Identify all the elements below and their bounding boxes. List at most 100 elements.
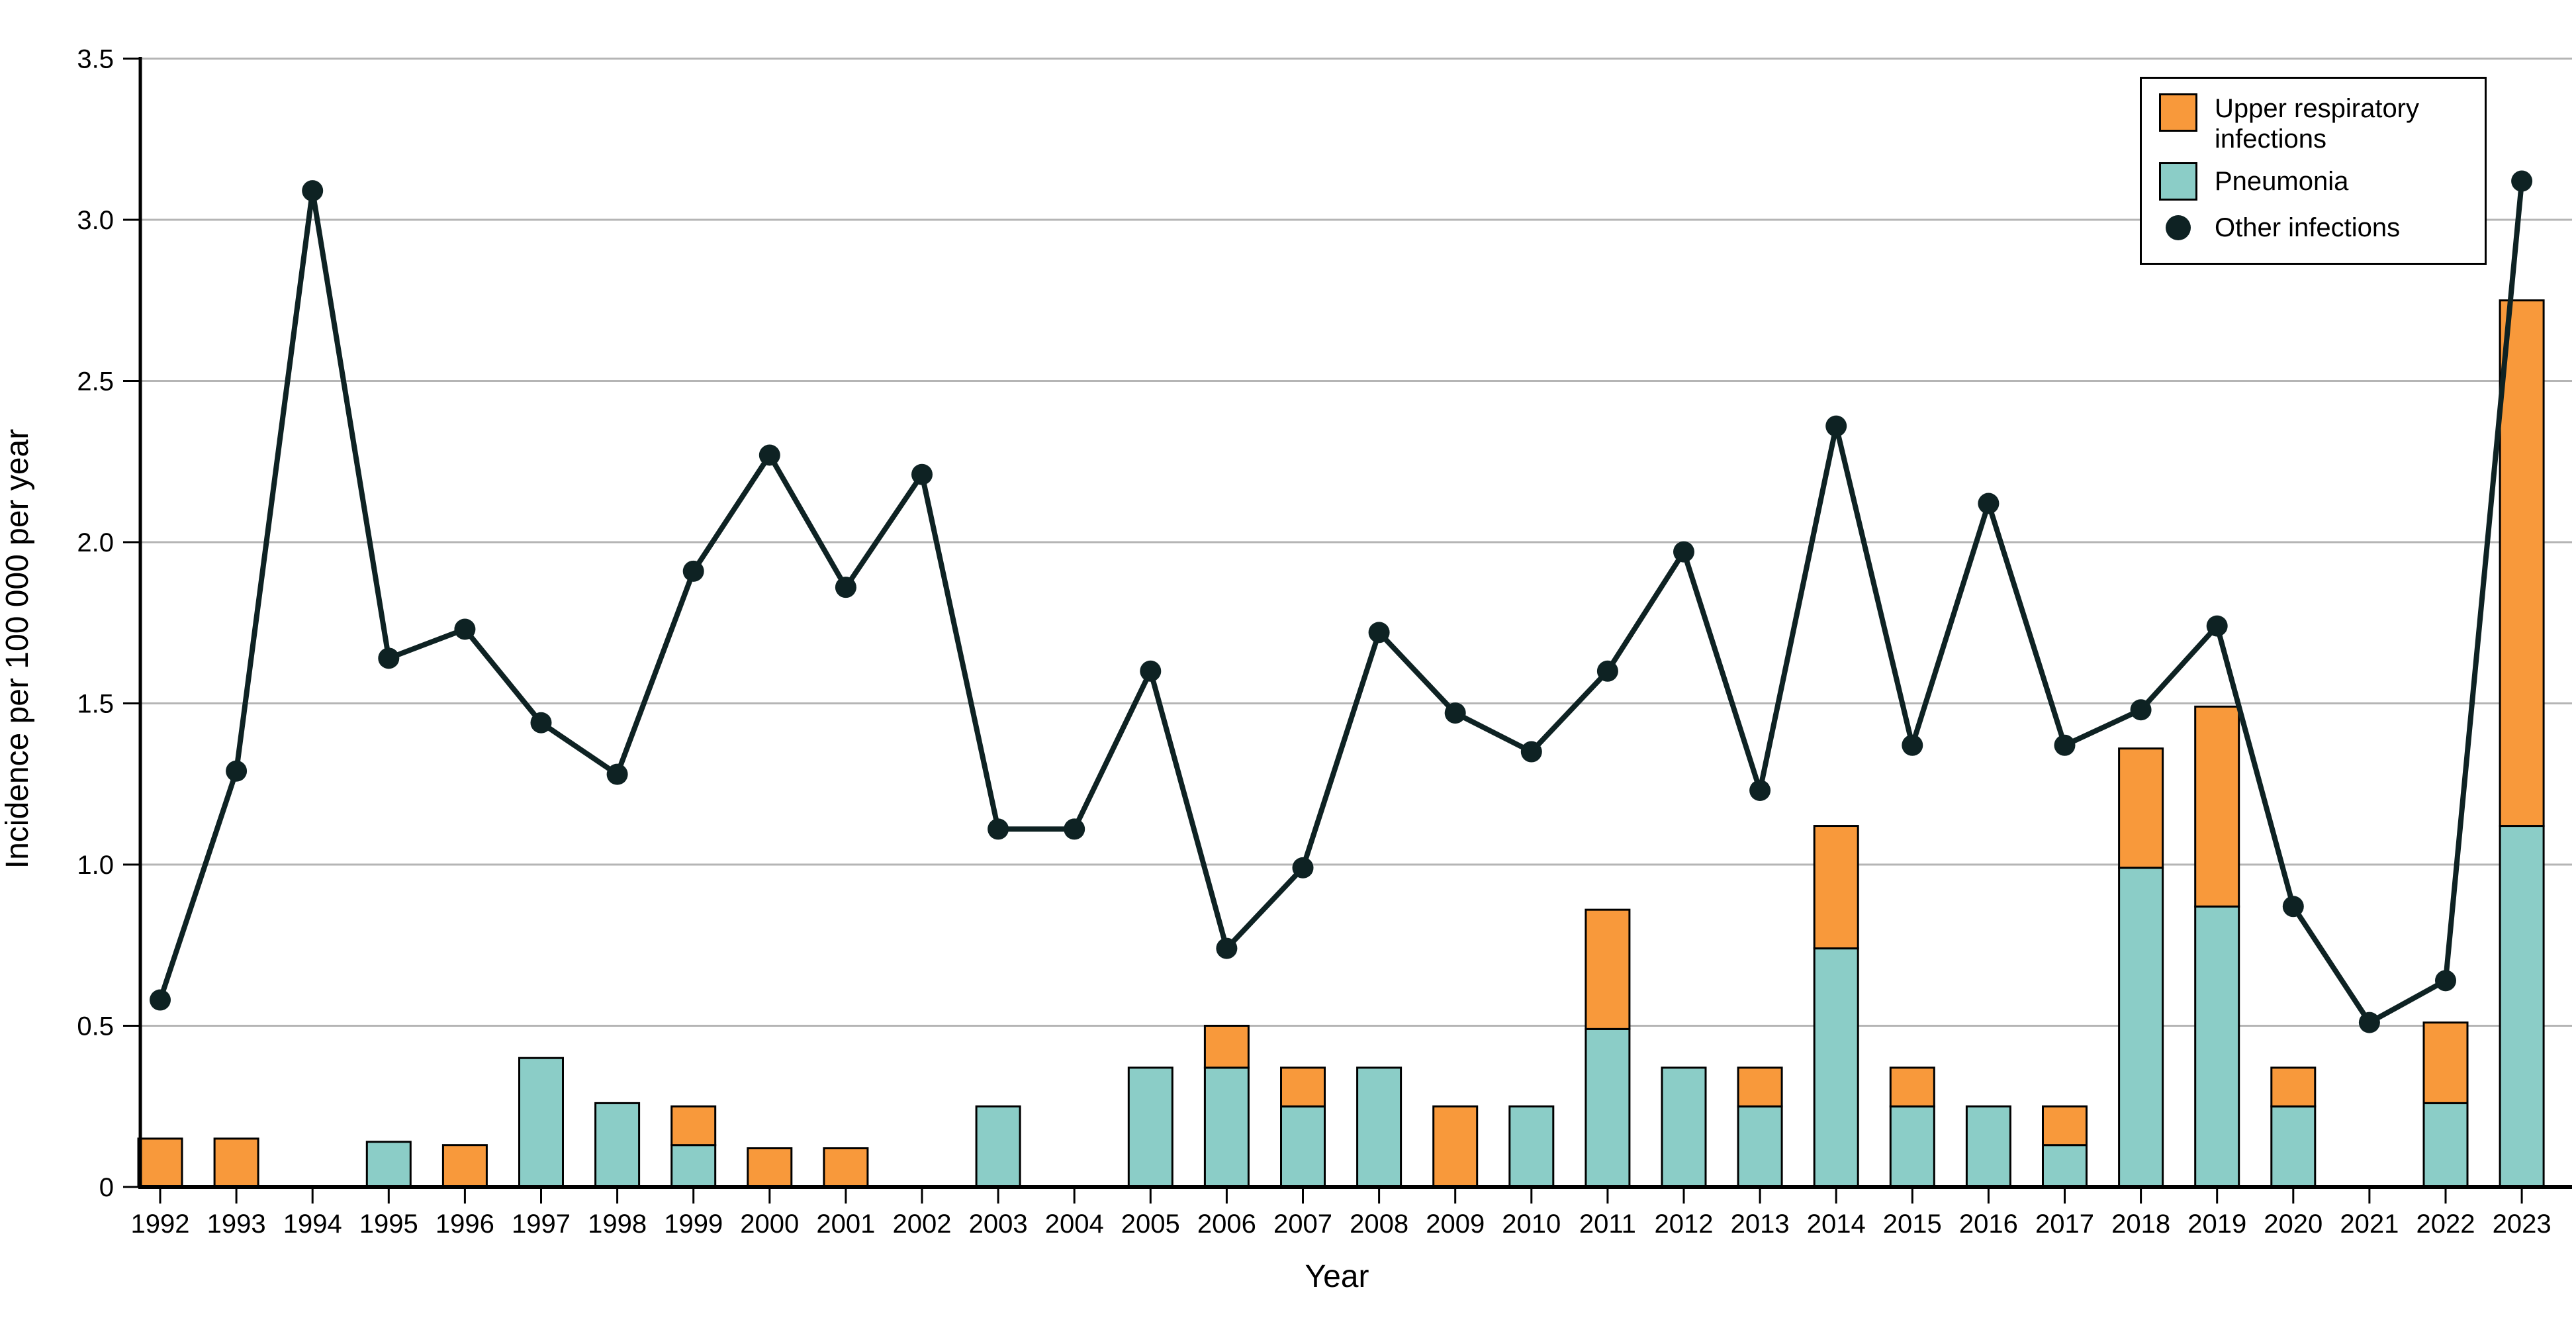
other-infections-point-2006 bbox=[1216, 937, 1238, 959]
legend: Upper respiratory infections Pneumonia O… bbox=[2140, 77, 2487, 265]
other-infections-point-2021 bbox=[2358, 1012, 2380, 1033]
x-tick-label-2006: 2006 bbox=[1197, 1209, 1256, 1239]
bar-upper-respiratory-1992 bbox=[137, 1137, 183, 1188]
bar-pneumonia-1995 bbox=[365, 1141, 412, 1188]
x-tick-label-2000: 2000 bbox=[740, 1209, 799, 1239]
x-tick-label-2001: 2001 bbox=[816, 1209, 875, 1239]
other-infections-point-2019 bbox=[2206, 615, 2228, 637]
bar-pneumonia-2011 bbox=[1585, 1027, 1631, 1188]
x-tick-label-2011: 2011 bbox=[1579, 1209, 1636, 1239]
x-tick-label-2002: 2002 bbox=[893, 1209, 952, 1239]
other-infections-point-2011 bbox=[1596, 660, 1618, 682]
bar-pneumonia-2017 bbox=[2042, 1144, 2088, 1188]
bar-upper-respiratory-2013 bbox=[1737, 1066, 1783, 1108]
x-tick-label-2015: 2015 bbox=[1883, 1209, 1942, 1239]
bar-upper-respiratory-2006 bbox=[1203, 1025, 1250, 1069]
bar-upper-respiratory-2018 bbox=[2118, 747, 2164, 869]
legend-label-pneumonia: Pneumonia bbox=[2215, 167, 2349, 196]
x-tick-label-2003: 2003 bbox=[969, 1209, 1028, 1239]
bar-pneumonia-1999 bbox=[670, 1144, 717, 1188]
other-infections-point-2012 bbox=[1673, 541, 1694, 563]
bar-pneumonia-2020 bbox=[2270, 1105, 2317, 1188]
bar-pneumonia-2010 bbox=[1508, 1105, 1555, 1188]
x-tick-label-1995: 1995 bbox=[359, 1209, 418, 1239]
x-tick-label-2023: 2023 bbox=[2493, 1209, 2552, 1239]
other-infections-point-2001 bbox=[835, 577, 856, 598]
x-tick-label-1992: 1992 bbox=[131, 1209, 190, 1239]
y-tick-label-3.5: 3.5 bbox=[77, 45, 114, 74]
x-tick-label-1993: 1993 bbox=[207, 1209, 266, 1239]
y-tick-label-2.5: 2.5 bbox=[77, 367, 114, 397]
other-infections-point-2007 bbox=[1292, 857, 1314, 878]
other-infections-point-2023 bbox=[2511, 170, 2533, 192]
x-tick-label-2018: 2018 bbox=[2111, 1209, 2170, 1239]
bar-upper-respiratory-1999 bbox=[670, 1105, 717, 1147]
bar-upper-respiratory-2011 bbox=[1585, 908, 1631, 1030]
other-infections-point-2010 bbox=[1520, 741, 1542, 763]
bar-upper-respiratory-2017 bbox=[2042, 1105, 2088, 1147]
y-axis-title: Incidence per 100 000 per year bbox=[0, 429, 35, 869]
other-infections-polyline bbox=[158, 181, 2525, 1026]
other-infections-point-2016 bbox=[1978, 493, 2000, 514]
bar-upper-respiratory-2022 bbox=[2422, 1021, 2469, 1104]
other-infections-point-2002 bbox=[911, 463, 933, 485]
legend-item-other-infections: Other infections bbox=[2159, 209, 2467, 247]
bar-upper-respiratory-1996 bbox=[441, 1144, 488, 1188]
bar-pneumonia-2008 bbox=[1356, 1066, 1403, 1188]
other-infections-point-1993 bbox=[226, 760, 248, 782]
other-infections-point-2014 bbox=[1825, 415, 1847, 437]
bar-pneumonia-1998 bbox=[594, 1102, 641, 1188]
bar-upper-respiratory-2019 bbox=[2194, 705, 2240, 908]
bar-upper-respiratory-2014 bbox=[1813, 825, 1859, 950]
bar-upper-respiratory-2001 bbox=[823, 1147, 869, 1188]
bar-pneumonia-2022 bbox=[2422, 1102, 2469, 1188]
other-infections-point-1995 bbox=[378, 647, 400, 669]
axis-ticks bbox=[123, 58, 2523, 1204]
bar-upper-respiratory-2020 bbox=[2270, 1066, 2317, 1108]
other-infections-point-1992 bbox=[150, 989, 171, 1011]
bar-upper-respiratory-2023 bbox=[2499, 299, 2545, 828]
other-infections-point-2015 bbox=[1902, 734, 1923, 756]
bar-pneumonia-2007 bbox=[1280, 1105, 1326, 1188]
y-tick-label-1: 1.0 bbox=[77, 851, 114, 880]
x-tick-label-2013: 2013 bbox=[1731, 1209, 1790, 1239]
bar-upper-respiratory-2015 bbox=[1889, 1066, 1935, 1108]
other-infections-point-1999 bbox=[682, 560, 704, 582]
other-infections-point-2000 bbox=[759, 444, 780, 466]
x-tick-label-2017: 2017 bbox=[2035, 1209, 2094, 1239]
bar-pneumonia-2015 bbox=[1889, 1105, 1935, 1188]
other-infections-point-1998 bbox=[606, 763, 628, 785]
other-infections-point-2003 bbox=[988, 818, 1009, 840]
other-infections-point-2020 bbox=[2282, 896, 2304, 918]
legend-label-other-infections: Other infections bbox=[2215, 213, 2401, 242]
other-infections-points bbox=[150, 170, 2533, 1033]
x-axis-title: Year bbox=[1305, 1259, 1369, 1294]
other-infections-point-2022 bbox=[2435, 970, 2456, 992]
x-tick-label-2009: 2009 bbox=[1426, 1209, 1485, 1239]
x-tick-label-2007: 2007 bbox=[1273, 1209, 1332, 1239]
other-infections-point-2013 bbox=[1749, 779, 1771, 801]
x-tick-label-2022: 2022 bbox=[2416, 1209, 2475, 1239]
legend-item-upper-respiratory-infections: Upper respiratory infections bbox=[2159, 93, 2467, 154]
bar-pneumonia-2023 bbox=[2499, 825, 2545, 1188]
other-infections-point-2009 bbox=[1444, 702, 1466, 724]
x-tick-label-2021: 2021 bbox=[2340, 1209, 2399, 1239]
x-tick-label-2020: 2020 bbox=[2264, 1209, 2323, 1239]
bar-pneumonia-2019 bbox=[2194, 905, 2240, 1188]
axes bbox=[138, 57, 2572, 1189]
other-infections-line bbox=[158, 181, 2525, 1026]
y-tick-label-2: 2.0 bbox=[77, 528, 114, 557]
bar-pneumonia-2003 bbox=[975, 1105, 1021, 1188]
bar-pneumonia-2013 bbox=[1737, 1105, 1783, 1188]
other-infections-point-2017 bbox=[2054, 734, 2076, 756]
other-infections-point-2004 bbox=[1064, 818, 1085, 840]
bar-pneumonia-1997 bbox=[518, 1057, 564, 1188]
bar-upper-respiratory-2000 bbox=[747, 1147, 793, 1188]
x-tick-label-2005: 2005 bbox=[1121, 1209, 1180, 1239]
upper-respiratory-swatch-icon bbox=[2159, 93, 2197, 132]
x-tick-label-2012: 2012 bbox=[1655, 1209, 1714, 1239]
bar-pneumonia-2018 bbox=[2118, 867, 2164, 1188]
bar-pneumonia-2006 bbox=[1203, 1066, 1250, 1188]
bar-pneumonia-2016 bbox=[1965, 1105, 2011, 1188]
